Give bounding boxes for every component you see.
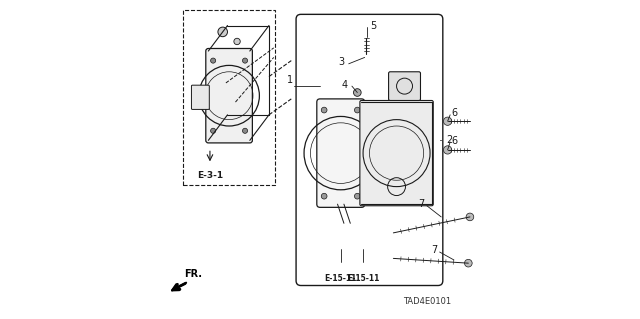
FancyBboxPatch shape xyxy=(191,85,209,109)
Circle shape xyxy=(321,193,327,199)
Text: 6: 6 xyxy=(451,108,458,118)
Circle shape xyxy=(466,213,474,221)
Text: 3: 3 xyxy=(339,57,345,67)
FancyBboxPatch shape xyxy=(206,48,252,143)
Text: 7: 7 xyxy=(431,245,437,256)
FancyBboxPatch shape xyxy=(317,99,365,207)
Circle shape xyxy=(243,128,248,133)
Circle shape xyxy=(444,146,452,154)
Text: E-3-1: E-3-1 xyxy=(197,171,223,180)
Text: 6: 6 xyxy=(451,136,458,146)
FancyBboxPatch shape xyxy=(388,72,420,100)
Circle shape xyxy=(355,193,360,199)
Circle shape xyxy=(243,58,248,63)
Circle shape xyxy=(211,128,216,133)
Text: 1: 1 xyxy=(287,75,293,85)
Text: FR.: FR. xyxy=(184,269,202,279)
Text: 4: 4 xyxy=(342,79,348,90)
Circle shape xyxy=(321,107,327,113)
Circle shape xyxy=(218,27,227,37)
Circle shape xyxy=(465,259,472,267)
Text: 2: 2 xyxy=(446,135,452,145)
Text: E-15-11: E-15-11 xyxy=(348,274,380,283)
Circle shape xyxy=(211,58,216,63)
Circle shape xyxy=(444,117,452,125)
Circle shape xyxy=(234,38,240,45)
Text: E-15-11: E-15-11 xyxy=(324,274,356,283)
Bar xyxy=(183,10,275,185)
Text: 7: 7 xyxy=(419,199,424,209)
Circle shape xyxy=(355,107,360,113)
Text: TAD4E0101: TAD4E0101 xyxy=(403,297,451,306)
Text: 5: 5 xyxy=(371,20,377,31)
FancyBboxPatch shape xyxy=(360,100,433,206)
Circle shape xyxy=(353,89,361,96)
